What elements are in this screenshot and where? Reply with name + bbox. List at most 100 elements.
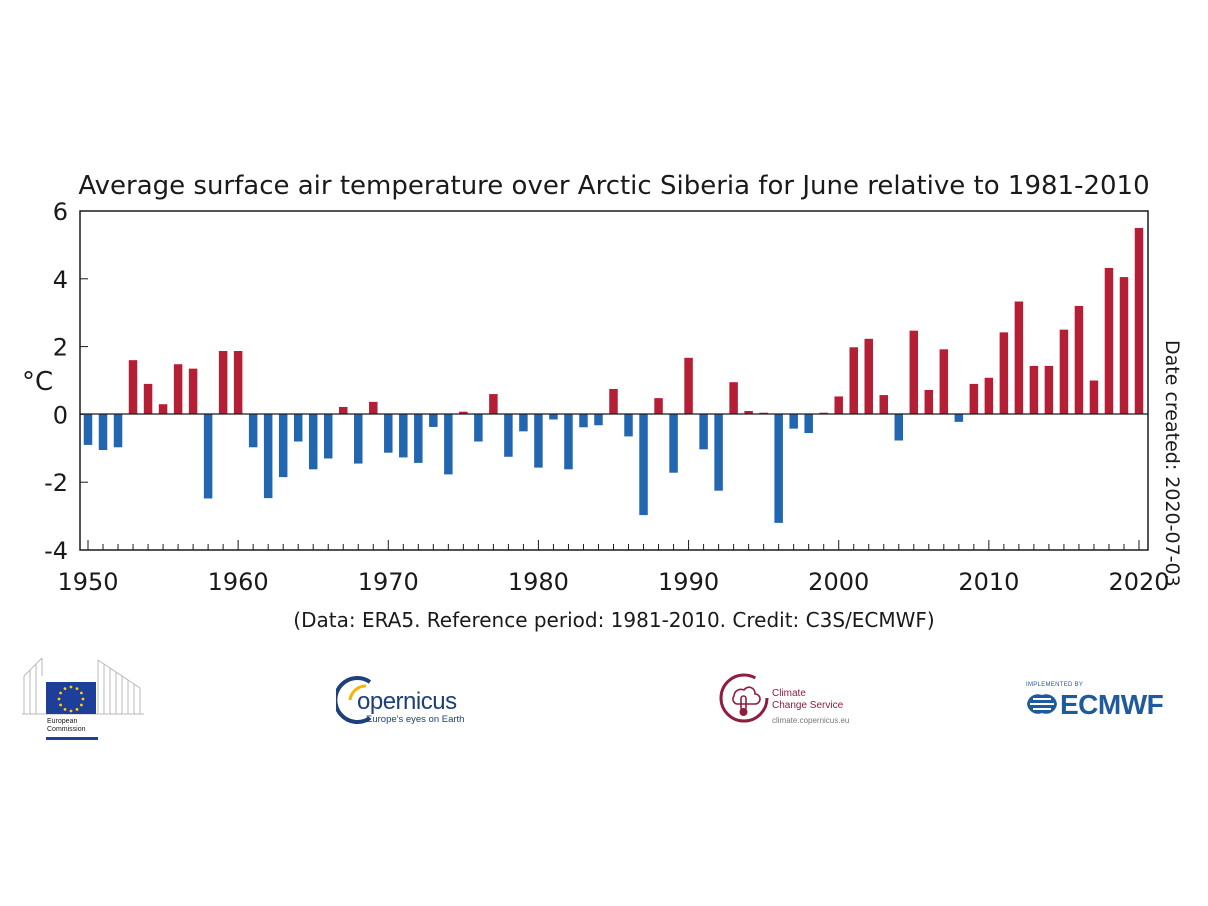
bar-1973 (429, 414, 438, 427)
bar-1982 (564, 414, 573, 470)
x-tick-label: 2020 (1108, 568, 1169, 596)
bar-1953 (128, 360, 138, 415)
x-tick-label: 2000 (808, 568, 869, 596)
bar-2009 (969, 383, 979, 415)
bar-1957 (188, 368, 198, 415)
bar-2011 (999, 332, 1009, 415)
data-credit: (Data: ERA5. Reference period: 1981-2010… (293, 608, 934, 632)
bar-1994 (744, 411, 753, 415)
y-tick-label: 6 (53, 198, 68, 226)
bar-1985 (609, 388, 618, 415)
x-tick-label: 1960 (208, 568, 269, 596)
bar-2013 (1029, 365, 1039, 415)
bar-1996 (774, 414, 783, 523)
bar-1980 (534, 414, 543, 468)
bar-1989 (669, 414, 678, 473)
tick-labels: -4 -2 0 2 4 6 1950 1960 1970 1980 1990 2000 2010 2020 (44, 198, 1169, 596)
y-tick-label: -2 (44, 469, 68, 497)
bar-1975 (459, 411, 468, 415)
bar-1969 (369, 401, 378, 415)
copernicus-c-icon (336, 676, 372, 724)
bar-2014 (1044, 365, 1054, 415)
bar-2019 (1119, 277, 1129, 415)
bar-2000 (834, 396, 843, 415)
copernicus-name: opernicus (357, 688, 457, 715)
bar-1962 (263, 414, 273, 499)
ecmwf-implemented-by: IMPLEMENTED BY (1026, 682, 1084, 688)
bar-2006 (924, 389, 934, 415)
bar-1977 (489, 394, 498, 415)
bar-1974 (444, 414, 453, 475)
ecmwf-name: ECMWF (1060, 689, 1164, 720)
bar-1964 (293, 414, 303, 442)
bar-2016 (1074, 305, 1084, 415)
bar-2005 (909, 330, 919, 415)
bar-1968 (354, 414, 363, 464)
bar-1981 (549, 414, 558, 420)
y-tick-label: -4 (44, 537, 68, 565)
axis-ticks (80, 210, 1140, 551)
y-axis-label: °C (22, 367, 53, 397)
bar-1986 (624, 414, 633, 437)
bar-1951 (98, 414, 108, 450)
bar-1967 (338, 406, 348, 415)
bar-1966 (323, 414, 333, 459)
x-tick-label: 1950 (57, 568, 118, 596)
bar-2017 (1089, 380, 1099, 415)
bar-2007 (939, 349, 949, 415)
bar-2004 (894, 414, 904, 441)
x-tick-label: 1990 (658, 568, 719, 596)
x-tick-label: 2010 (958, 568, 1019, 596)
bar-1970 (384, 414, 393, 453)
bar-1955 (158, 404, 168, 415)
bar-1971 (399, 414, 408, 458)
bar-1959 (218, 351, 228, 415)
bar-1958 (203, 414, 213, 499)
bar-1972 (414, 414, 423, 463)
date-created: Date created: 2020-07-03 (1161, 340, 1183, 587)
bar-2008 (954, 414, 964, 422)
bar-2010 (984, 377, 994, 415)
bar-2018 (1104, 267, 1114, 415)
bar-1978 (504, 414, 513, 457)
bar-1961 (248, 414, 258, 448)
bar-2001 (849, 347, 858, 415)
bar-1997 (789, 414, 798, 429)
y-tick-label: 0 (53, 401, 68, 429)
y-tick-label: 2 (53, 334, 68, 362)
bar-1987 (639, 414, 648, 516)
bar-1990 (684, 357, 693, 415)
chart-title: Average surface air temperature over Arc… (78, 171, 1149, 201)
x-tick-label: 1980 (508, 568, 569, 596)
c3s-thermometer-icon (719, 673, 769, 723)
bar-1992 (714, 414, 723, 491)
bar-1984 (594, 414, 603, 426)
bar-2020 (1134, 227, 1144, 415)
ec-underline (46, 737, 98, 740)
bars (83, 227, 1144, 523)
european-commission-logo-icon (22, 657, 144, 715)
bar-1950 (83, 414, 93, 445)
bar-1979 (519, 414, 528, 432)
bar-1993 (729, 382, 738, 415)
bar-1956 (173, 364, 183, 415)
ecmwf-wave-icon (1027, 694, 1057, 714)
bar-1963 (278, 414, 288, 478)
bar-1983 (579, 414, 588, 428)
bar-1960 (233, 351, 243, 415)
plot-frame (79, 210, 1149, 551)
copernicus-tagline: Europe's eyes on Earth (366, 714, 465, 725)
bar-2015 (1059, 329, 1069, 415)
bar-2012 (1014, 301, 1024, 415)
european-commission-label: European Commission (47, 718, 86, 733)
bar-1954 (143, 383, 153, 415)
c3s-url: climate.copernicus.eu (772, 716, 850, 725)
bar-1991 (699, 414, 708, 450)
y-tick-label: 4 (53, 266, 68, 294)
bar-1952 (113, 414, 123, 448)
bar-1976 (474, 414, 483, 442)
bar-1965 (308, 414, 318, 470)
c3s-name: Climate Change Service (772, 688, 844, 711)
x-tick-label: 1970 (358, 568, 419, 596)
